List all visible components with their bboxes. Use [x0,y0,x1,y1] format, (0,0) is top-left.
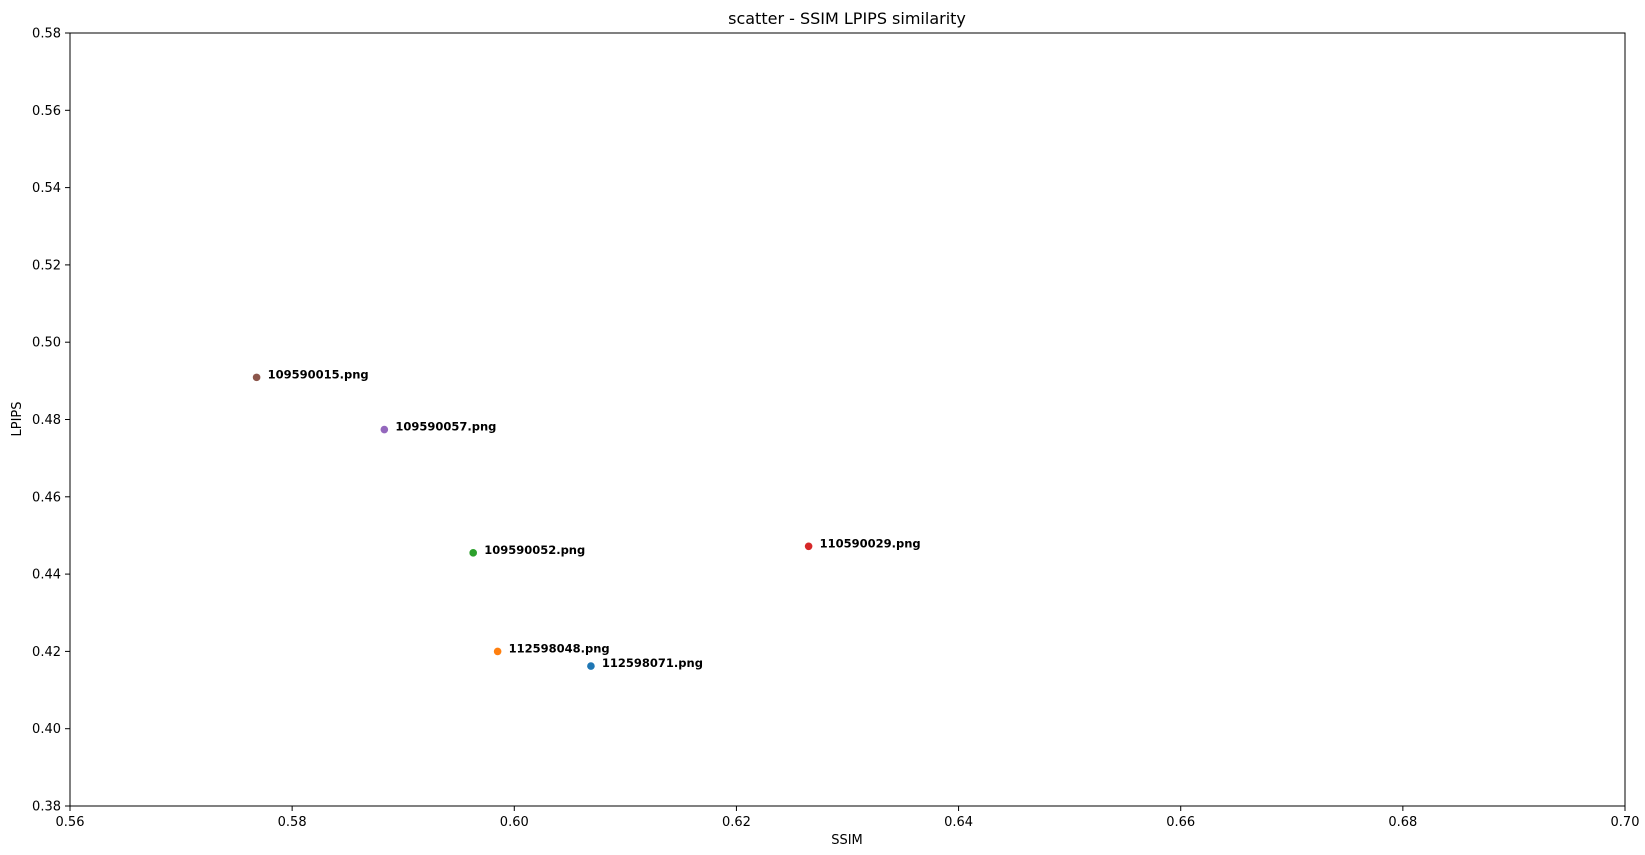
y-tick-label: 0.56 [32,104,61,119]
y-tick-label: 0.58 [32,27,61,42]
y-tick-label: 0.46 [32,490,61,505]
y-tick-label: 0.52 [32,258,61,273]
point-label: 112598071.png [602,656,703,670]
scatter-point [587,662,595,670]
x-tick-label: 0.66 [1166,815,1195,830]
scatter-point [469,549,477,557]
y-tick-label: 0.48 [32,413,61,428]
scatter-point [804,542,813,551]
y-tick-label: 0.38 [32,800,61,815]
y-tick-label: 0.40 [32,722,61,737]
x-tick-label: 0.60 [500,815,529,830]
point-label: 109590015.png [268,367,369,381]
x-axis-label: SSIM [831,833,863,848]
point-label: 109590057.png [395,420,496,434]
y-axis-label: LPIPS [10,401,25,436]
plot-area-frame [69,32,1626,807]
x-tick-label: 0.62 [722,815,751,830]
y-tick-label: 0.50 [32,336,61,351]
x-tick-label: 0.70 [1611,815,1640,830]
scatter-point [380,425,389,434]
scatter-point [252,373,261,382]
x-tick-label: 0.68 [1388,815,1417,830]
y-axis-ticks: 0.38 0.40 0.42 0.44 0.46 0.48 0.50 0.52 0.54 0.56… [32,27,70,815]
point-label: 112598048.png [509,641,610,655]
x-tick-label: 0.64 [944,815,973,830]
x-axis-ticks: 0.56 0.58 0.60 0.62 0.64 0.66 0.68 0.70 [56,806,1640,830]
y-tick-label: 0.42 [32,645,61,660]
scatter-point [493,647,502,656]
point-label: 109590052.png [484,543,585,557]
x-tick-label: 0.56 [56,815,85,830]
point-label: 110590029.png [820,536,921,550]
y-tick-label: 0.44 [32,568,61,583]
chart-title: scatter - SSIM LPIPS similarity [728,9,966,28]
y-tick-label: 0.54 [32,181,61,196]
x-tick-label: 0.58 [278,815,307,830]
